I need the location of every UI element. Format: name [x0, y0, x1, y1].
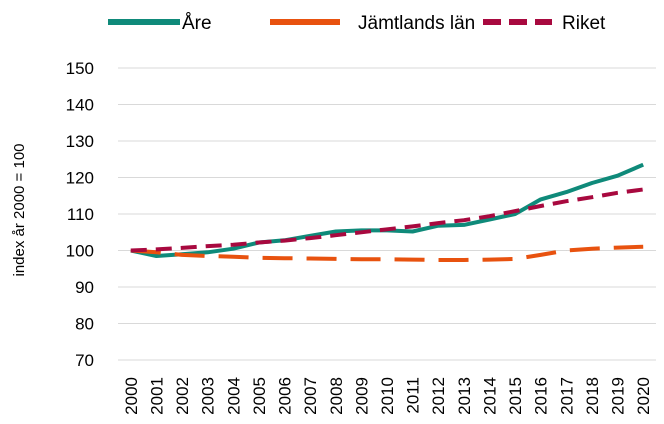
series-line-2 [130, 187, 644, 253]
x-tick-label: 2002 [173, 377, 192, 415]
x-tick-label: 2009 [352, 377, 371, 415]
y-axis-label: index år 2000 = 100 [11, 143, 28, 276]
legend-label-2: Riket [562, 13, 606, 34]
y-tick-label: 140 [66, 96, 94, 115]
y-tick-label: 110 [67, 205, 94, 224]
x-tick-label: 2013 [455, 377, 474, 415]
gridlines [118, 67, 656, 361]
x-tick-label: 2005 [250, 377, 269, 415]
y-tick-label: 150 [66, 59, 94, 78]
x-axis-ticks: 2000 2001 2002 2003 2004 2005 2006 2007 2008 2009… [122, 377, 653, 415]
x-tick-label: 2003 [199, 377, 218, 415]
x-tick-label: 2010 [378, 377, 397, 415]
x-tick-label: 2011 [404, 377, 423, 414]
x-tick-label: 2012 [429, 377, 448, 415]
x-tick-label: 2001 [147, 377, 166, 415]
y-tick-label: 120 [66, 169, 94, 188]
x-tick-label: 2006 [276, 377, 295, 415]
x-tick-label: 2016 [532, 377, 551, 415]
y-tick-label: 130 [66, 132, 94, 151]
x-tick-label: 2018 [583, 377, 602, 415]
x-tick-label: 2015 [506, 377, 525, 415]
x-tick-label: 2000 [122, 377, 141, 415]
x-tick-label: 2019 [609, 377, 628, 415]
y-tick-label: 70 [75, 351, 94, 370]
series-lines [130, 162, 644, 262]
legend: Åre Jämtlands län Riket [108, 13, 606, 34]
x-tick-label: 2017 [557, 377, 576, 415]
legend-label-0: Åre [182, 13, 212, 34]
x-tick-label: 2020 [634, 377, 653, 415]
x-tick-label: 2008 [327, 377, 346, 415]
y-axis-ticks: 70 80 90 100 110 120 130 140 150 [66, 59, 94, 370]
y-tick-label: 90 [75, 278, 94, 297]
x-tick-label: 2014 [480, 377, 499, 415]
x-tick-label: 2007 [301, 377, 320, 415]
x-tick-label: 2004 [224, 377, 243, 415]
legend-label-1: Jämtlands län [358, 13, 475, 34]
y-tick-label: 80 [75, 315, 94, 334]
series-line-0 [130, 162, 644, 258]
y-tick-label: 100 [66, 242, 94, 261]
